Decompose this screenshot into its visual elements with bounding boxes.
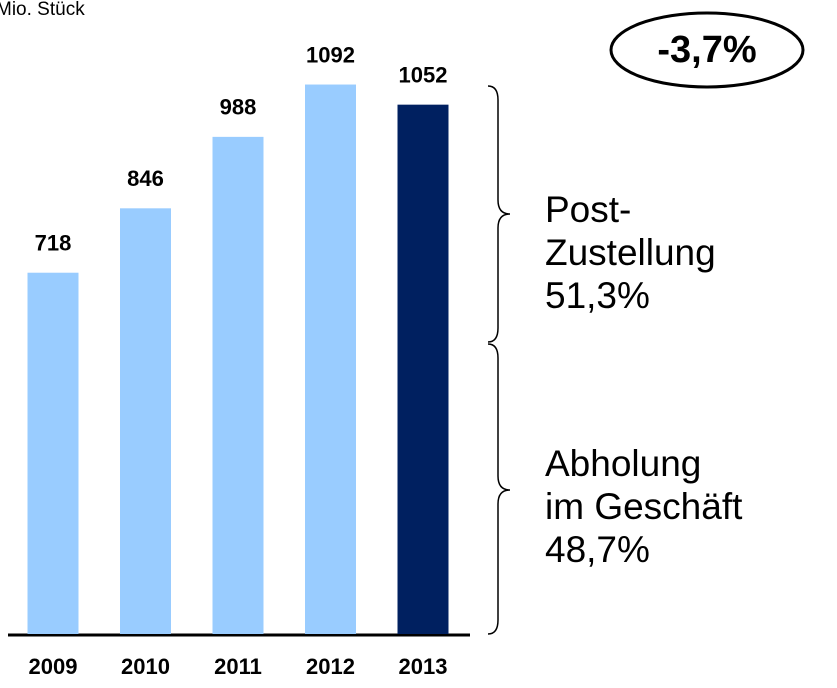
brace-label: 51,3% xyxy=(545,275,650,316)
data-label: 1092 xyxy=(306,42,355,67)
bar xyxy=(120,208,171,635)
x-tick-label: 2012 xyxy=(306,654,355,679)
data-label: 1052 xyxy=(399,62,448,87)
chart-title: Mio. Stück xyxy=(0,0,85,20)
brace-label: Zustellung xyxy=(545,232,716,273)
bar xyxy=(27,272,79,634)
bar xyxy=(397,104,449,634)
brace-label: im Geschäft xyxy=(545,486,743,527)
badge-ellipse xyxy=(609,11,805,89)
bar xyxy=(212,136,264,634)
brace-label: Abholung xyxy=(545,443,701,484)
brace-label: Post- xyxy=(545,189,631,230)
bar xyxy=(305,84,356,635)
data-label: 988 xyxy=(220,95,257,120)
x-tick-label: 2013 xyxy=(399,654,448,679)
data-label: 718 xyxy=(35,231,72,256)
data-label: 846 xyxy=(127,166,164,191)
badge: -3,7% xyxy=(657,29,756,71)
brace-label: 48,7% xyxy=(545,529,650,570)
brace-lower xyxy=(487,343,511,635)
x-tick-label: 2011 xyxy=(214,654,262,679)
x-tick-label: 2010 xyxy=(121,654,170,679)
brace-upper xyxy=(487,85,511,343)
x-tick-label: 2009 xyxy=(29,654,78,679)
